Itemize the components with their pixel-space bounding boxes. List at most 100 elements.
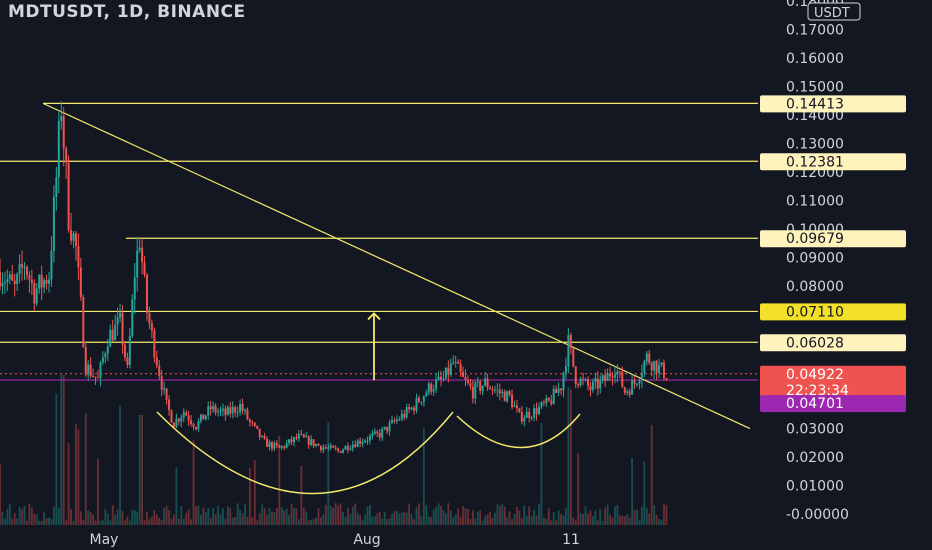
candle-body: [155, 357, 158, 366]
volume-bar: [197, 505, 200, 525]
candle-body: [33, 283, 36, 304]
candle-body: [35, 288, 38, 304]
volume-bar: [45, 518, 48, 525]
volume-bar: [560, 513, 562, 525]
candle-body: [442, 378, 445, 380]
support-label: 0.04701: [786, 396, 844, 412]
volume-bar: [249, 467, 251, 525]
y-tick-label: 0.08000: [786, 279, 844, 295]
candle-body: [427, 383, 430, 393]
candle-body: [109, 329, 112, 347]
candle-body: [310, 439, 313, 446]
candle-body: [190, 420, 193, 424]
candle-body: [493, 389, 496, 391]
candle-body: [432, 389, 435, 392]
candle-body: [486, 378, 489, 388]
volume-bar: [258, 513, 261, 525]
volume-bar: [33, 513, 36, 525]
volume-bar: [508, 511, 511, 525]
candle-body: [609, 373, 612, 377]
candle-body: [569, 335, 572, 348]
volume-bar: [543, 517, 545, 525]
candle-body: [508, 391, 511, 395]
candle-body: [62, 115, 65, 149]
volume-bar: [180, 505, 183, 525]
volume-bar: [48, 517, 50, 525]
volume-bar: [371, 516, 374, 525]
volume-bar: [244, 503, 246, 525]
candle-body: [611, 376, 614, 378]
volume-bar: [92, 514, 94, 525]
volume-bar: [430, 517, 433, 525]
y-tick-label: 0.03000: [786, 422, 844, 438]
volume-bar: [6, 508, 9, 525]
candle-body: [528, 411, 531, 418]
candle-body: [67, 162, 70, 231]
level-badge: 0.12381: [786, 154, 844, 170]
volume-bar: [190, 519, 192, 525]
volume-bar: [148, 518, 151, 525]
volume-bar: [648, 513, 651, 525]
volume-bar: [339, 503, 342, 525]
y-tick-label: 0.11000: [786, 194, 844, 210]
volume-bar: [229, 507, 232, 525]
candle-body: [268, 442, 271, 447]
candle-body: [270, 442, 273, 449]
candle-body: [163, 388, 166, 390]
volume-bar: [653, 504, 656, 525]
volume-bar: [239, 509, 241, 525]
volume-bar: [70, 508, 72, 525]
volume-bar: [582, 513, 584, 525]
volume-bar: [621, 515, 624, 525]
volume-bar: [317, 508, 320, 525]
volume-bar: [329, 505, 332, 525]
target-arrow-head: [367, 312, 381, 321]
candle-body: [408, 407, 411, 410]
candle-body: [1, 282, 4, 287]
volume-bar: [538, 503, 540, 525]
candle-body: [185, 412, 188, 416]
candle-body: [474, 382, 477, 399]
volume-bar: [413, 519, 415, 525]
symbol-title: MDTUSDT, 1D, BINANCE: [8, 2, 246, 22]
volume-bar: [283, 510, 286, 525]
y-tick-label: -0.00000: [786, 507, 849, 523]
candle-body: [244, 409, 246, 411]
candle-body: [665, 377, 668, 380]
volume-bar: [195, 506, 197, 525]
volume-bar: [263, 508, 266, 525]
candle-body: [165, 388, 168, 400]
level-badge-bg: [760, 303, 906, 321]
level-badge: 0.07110: [786, 304, 844, 320]
candle-body: [655, 360, 658, 374]
candle-body: [373, 431, 376, 434]
candle-body: [172, 422, 175, 428]
volume-bar: [217, 505, 219, 525]
volume-bar: [192, 440, 195, 525]
volume-bar: [16, 518, 19, 525]
candle-body: [283, 446, 286, 448]
volume-bar: [158, 517, 161, 525]
volume-bar: [655, 515, 658, 525]
volume-bar: [322, 513, 325, 525]
volume-bar: [13, 512, 16, 525]
candle-body: [520, 411, 523, 422]
candle-body: [555, 389, 558, 393]
candle-body: [349, 448, 352, 450]
volume-bar: [293, 507, 295, 525]
price-axis-bg: [758, 0, 932, 550]
volume-bar: [645, 507, 648, 525]
candle-body: [221, 408, 224, 411]
candle-body: [628, 391, 631, 395]
level-badge: 0.06028: [786, 335, 844, 351]
candle-body: [447, 367, 450, 375]
candle-body: [621, 371, 624, 388]
candle-body: [342, 449, 344, 453]
volume-bar: [506, 517, 509, 525]
y-tick-label: 0.17000: [786, 23, 844, 39]
candle-body: [97, 377, 99, 379]
volume-bar: [62, 375, 65, 525]
candle-body: [415, 397, 418, 411]
volume-bar: [403, 512, 406, 525]
